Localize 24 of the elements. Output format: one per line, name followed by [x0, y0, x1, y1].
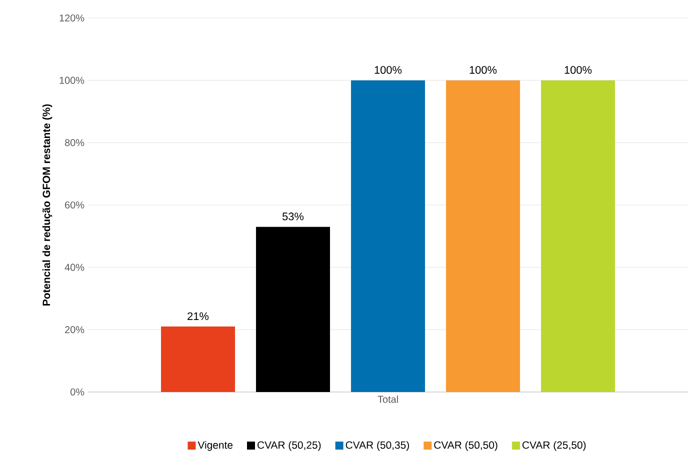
y-tick-label: 80%	[64, 139, 84, 146]
y-tick-label: 100%	[60, 76, 84, 84]
bar	[541, 80, 616, 392]
bar	[351, 80, 426, 392]
y-tick-label: 0%	[70, 388, 84, 396]
y-tick-label: 120%	[60, 14, 84, 22]
y-tick-label: 60%	[65, 201, 84, 209]
bar	[446, 80, 520, 392]
legend-label: CVAR (50,25)	[258, 441, 321, 451]
bar	[256, 226, 330, 392]
data-label: 53%	[282, 212, 304, 220]
legend-label: CVAR (50,35)	[346, 441, 409, 451]
legend-label: Vigente	[198, 441, 233, 451]
y-tick-label: 20%	[65, 326, 84, 334]
y-axis-title: Potencial de redução GFOM restante (%)	[42, 104, 52, 306]
data-label: 100%	[374, 66, 402, 74]
data-label: 21%	[188, 312, 209, 320]
x-tick-label: Total	[378, 396, 398, 403]
legend-label: CVAR (50,50)	[434, 441, 498, 451]
bar	[161, 326, 236, 392]
data-label: 100%	[564, 66, 592, 74]
legend-label: CVAR (25,50)	[522, 441, 586, 451]
data-label: 100%	[470, 66, 497, 74]
y-tick-label: 40%	[64, 264, 84, 271]
